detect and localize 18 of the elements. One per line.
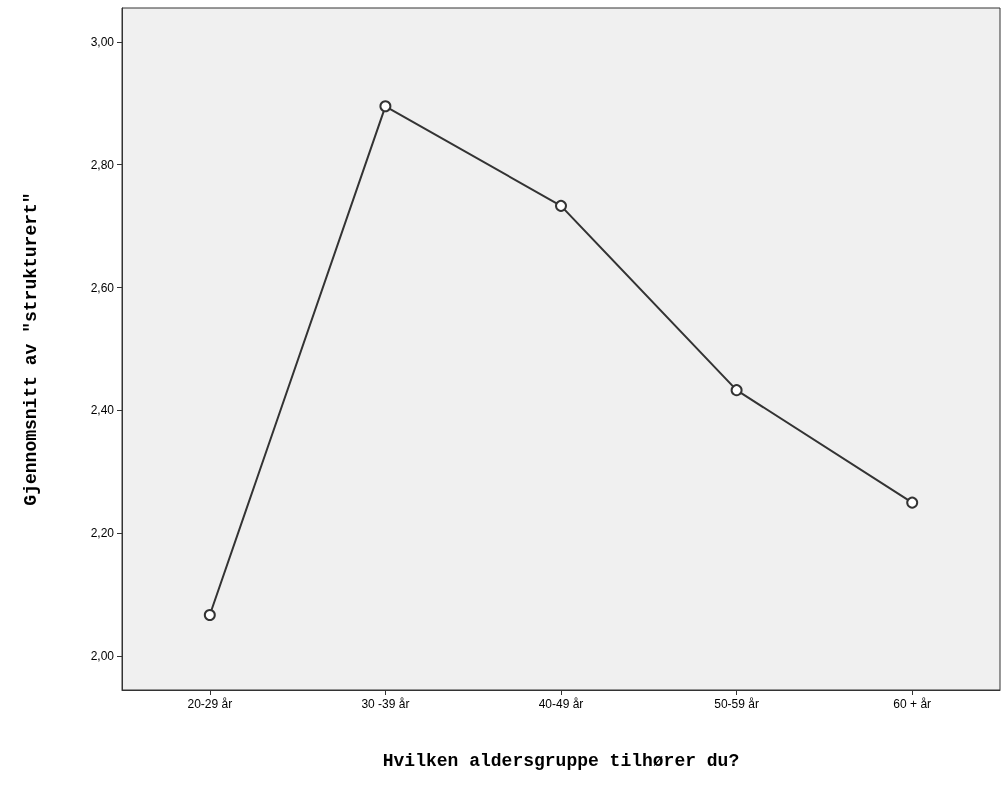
y-tick-label: 2,20 (90, 526, 115, 541)
y-tick-label: 2,40 (90, 403, 115, 418)
x-tick-label: 60 + år (893, 697, 932, 711)
y-tick-label: 2,00 (90, 649, 115, 664)
point (730, 384, 743, 397)
y-axis-title: Gjennomsnitt av "strukturert" (21, 192, 41, 506)
y-tick-label: 2,80 (90, 157, 115, 172)
x-tick-label: 50-59 år (714, 697, 759, 711)
point (203, 609, 216, 622)
point (906, 496, 919, 509)
x-tick-label: 40-49 år (538, 697, 584, 711)
point (555, 199, 567, 212)
point (379, 100, 392, 113)
x-tick-label: 30 -39 år (361, 697, 410, 711)
x-axis-title: Hvilken aldersgruppe tilhører du? (382, 751, 740, 771)
y-tick-label: 3,00 (90, 34, 115, 49)
y-tick-label: 2,60 (90, 280, 115, 295)
x-tick-label: 20-29 år (187, 697, 233, 711)
